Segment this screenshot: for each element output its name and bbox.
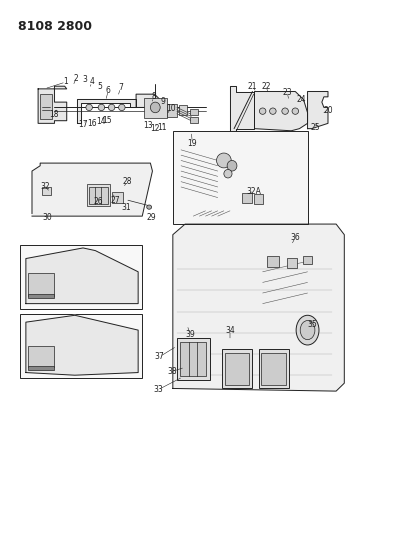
Text: 15: 15 [102, 116, 111, 125]
Ellipse shape [270, 108, 276, 114]
Text: 19: 19 [188, 139, 197, 148]
Bar [222, 349, 252, 389]
Bar [28, 366, 55, 370]
Bar [261, 353, 286, 385]
Bar [144, 98, 167, 118]
Text: 8: 8 [151, 92, 156, 101]
Ellipse shape [282, 108, 289, 114]
Bar [89, 187, 108, 204]
Text: 12: 12 [150, 124, 159, 133]
Text: 6: 6 [106, 86, 111, 95]
Polygon shape [26, 316, 138, 375]
Bar [28, 273, 55, 296]
Bar [112, 192, 123, 203]
Text: 20: 20 [323, 106, 333, 115]
Ellipse shape [292, 108, 298, 114]
Text: 27: 27 [110, 196, 120, 205]
Bar [267, 256, 279, 266]
Bar [179, 105, 187, 115]
Bar [20, 314, 142, 378]
Text: 25: 25 [310, 123, 320, 132]
Text: 26: 26 [94, 197, 103, 206]
Text: 37: 37 [155, 352, 165, 361]
Bar [190, 117, 198, 123]
Bar [225, 353, 249, 385]
Ellipse shape [224, 169, 232, 178]
Ellipse shape [217, 153, 231, 168]
Text: 34: 34 [225, 326, 235, 335]
Ellipse shape [227, 160, 237, 171]
Text: 24: 24 [297, 95, 306, 104]
Bar [303, 256, 312, 264]
Bar [42, 187, 51, 195]
Text: 2: 2 [74, 74, 79, 83]
Polygon shape [307, 92, 328, 128]
Polygon shape [32, 163, 152, 216]
Bar [190, 109, 198, 115]
Text: 16: 16 [87, 119, 97, 128]
Text: 9: 9 [160, 96, 165, 106]
Text: 28: 28 [122, 177, 132, 186]
Text: 32: 32 [41, 182, 50, 191]
Text: 11: 11 [157, 123, 166, 132]
Text: 23: 23 [282, 88, 292, 97]
Text: 17: 17 [78, 120, 88, 129]
Text: 3: 3 [83, 75, 88, 84]
Bar [242, 193, 252, 203]
Ellipse shape [118, 104, 125, 111]
Ellipse shape [86, 104, 92, 111]
Text: 33: 33 [154, 385, 164, 394]
Text: 7: 7 [118, 83, 123, 92]
Bar [87, 184, 110, 206]
Text: 8108 2800: 8108 2800 [18, 20, 92, 33]
Text: 32A: 32A [246, 187, 261, 196]
Bar [259, 349, 289, 389]
Ellipse shape [109, 104, 115, 111]
Polygon shape [77, 100, 136, 123]
Text: 36: 36 [291, 233, 300, 242]
Text: 5: 5 [97, 82, 102, 91]
Bar [40, 94, 53, 119]
Text: 13: 13 [143, 122, 152, 131]
Bar [28, 294, 55, 298]
Ellipse shape [98, 104, 105, 111]
Ellipse shape [147, 205, 152, 209]
Bar [254, 195, 263, 204]
Ellipse shape [296, 316, 319, 345]
Text: 35: 35 [307, 320, 317, 329]
Text: 14: 14 [97, 117, 106, 126]
Polygon shape [230, 86, 254, 134]
Polygon shape [38, 86, 67, 123]
Polygon shape [173, 224, 344, 391]
Ellipse shape [300, 320, 315, 340]
Text: 1: 1 [64, 77, 68, 86]
Bar [180, 342, 206, 376]
Text: 39: 39 [185, 330, 195, 339]
Ellipse shape [150, 102, 160, 113]
Bar [173, 131, 307, 224]
Text: 31: 31 [121, 203, 131, 212]
Text: 22: 22 [261, 82, 271, 91]
Bar [20, 245, 142, 309]
Bar [28, 346, 55, 367]
Text: 30: 30 [42, 213, 52, 222]
Bar [287, 258, 297, 268]
Text: 4: 4 [90, 77, 95, 86]
Text: 29: 29 [147, 213, 157, 222]
Polygon shape [136, 94, 163, 113]
Ellipse shape [259, 108, 266, 114]
Polygon shape [26, 248, 138, 304]
Bar [167, 104, 177, 117]
Text: 21: 21 [248, 82, 257, 91]
Bar [177, 338, 210, 381]
Text: 38: 38 [167, 367, 177, 376]
Polygon shape [254, 92, 307, 131]
Text: 18: 18 [49, 110, 58, 119]
Text: 10: 10 [166, 104, 175, 113]
